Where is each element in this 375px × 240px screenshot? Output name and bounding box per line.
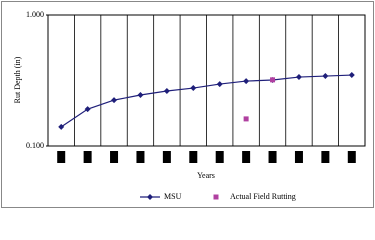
- legend-marker: [213, 194, 219, 200]
- y-tick-label: 0.100: [26, 141, 44, 150]
- x-tick-label: [57, 151, 66, 163]
- x-tick-label: [321, 151, 330, 163]
- y-tick-label: 1.000: [26, 10, 44, 19]
- legend-marker: [147, 194, 153, 200]
- data-point: [243, 78, 250, 85]
- x-tick-label: [347, 151, 356, 163]
- x-axis-label: Years: [197, 171, 215, 180]
- data-point: [270, 77, 276, 83]
- data-point: [58, 123, 65, 130]
- x-tick-label: [110, 151, 119, 163]
- x-tick-label: [215, 151, 224, 163]
- x-tick-label: [268, 151, 277, 163]
- legend-label: Actual Field Rutting: [230, 192, 296, 201]
- x-tick-label: [162, 151, 171, 163]
- y-axis-label: Rut Depth (in): [13, 56, 22, 103]
- data-point: [190, 85, 197, 92]
- data-line: [60, 74, 352, 128]
- data-point: [84, 106, 91, 113]
- data-point: [163, 87, 170, 94]
- data-point: [111, 97, 118, 104]
- x-tick-label: [83, 151, 92, 163]
- data-point: [322, 73, 329, 80]
- x-tick-label: [189, 151, 198, 163]
- data-point: [137, 92, 144, 99]
- data-point: [348, 72, 355, 79]
- data-point: [216, 81, 223, 88]
- data-point: [295, 74, 302, 81]
- x-tick-label: [136, 151, 145, 163]
- x-tick-label: [242, 151, 251, 163]
- chart: Rut Depth (in) Years 0.100 1.000 MSU Actual…: [1, 1, 374, 208]
- page: {"chart_data": {"type": "line", "y_label…: [0, 0, 375, 209]
- data-point: [243, 116, 249, 122]
- x-tick-label: [294, 151, 303, 163]
- legend-label: MSU: [164, 192, 182, 201]
